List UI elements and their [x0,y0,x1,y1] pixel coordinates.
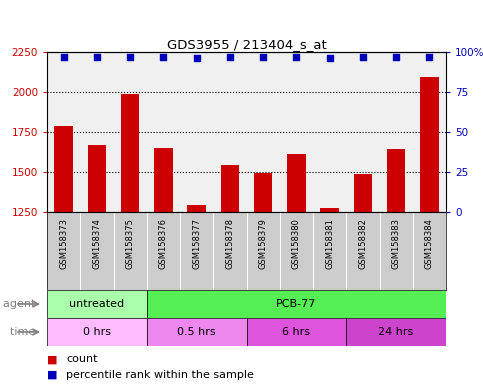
Bar [187,205,206,212]
Point [359,54,367,60]
Text: GSM158375: GSM158375 [126,218,135,269]
Bar [221,165,239,212]
Text: GSM158377: GSM158377 [192,218,201,269]
Text: GSM158380: GSM158380 [292,218,301,269]
Text: ■: ■ [47,369,57,379]
Bar [346,318,446,346]
Text: GSM158373: GSM158373 [59,218,68,269]
Bar [154,148,172,212]
Text: 6 hrs: 6 hrs [283,327,311,337]
Text: count: count [66,354,98,364]
Point [259,54,267,60]
Point [60,54,68,60]
Text: GSM158374: GSM158374 [92,218,101,269]
Text: 24 hrs: 24 hrs [379,327,414,337]
Text: 0.5 hrs: 0.5 hrs [177,327,216,337]
Bar [420,77,439,212]
Point [159,54,167,60]
Text: GSM158381: GSM158381 [325,218,334,269]
Text: untreated: untreated [70,299,125,309]
Bar [88,145,106,212]
Text: GSM158376: GSM158376 [159,218,168,269]
Point [193,55,200,61]
Text: GSM158384: GSM158384 [425,218,434,269]
Title: GDS3955 / 213404_s_at: GDS3955 / 213404_s_at [167,38,327,51]
Bar [354,174,372,212]
Point [226,54,234,60]
Text: GSM158383: GSM158383 [392,218,400,269]
Point [426,54,433,60]
Bar [387,149,405,212]
Bar [55,126,73,212]
Point [392,54,400,60]
Text: percentile rank within the sample: percentile rank within the sample [66,369,254,379]
Bar [287,154,306,212]
Text: time: time [10,327,39,337]
Bar [147,318,246,346]
Text: 0 hrs: 0 hrs [83,327,111,337]
Bar [147,290,446,318]
Bar [47,290,147,318]
Text: GSM158382: GSM158382 [358,218,368,269]
Bar [321,208,339,212]
Point [326,55,333,61]
Bar [246,318,346,346]
Point [293,54,300,60]
Text: PCB-77: PCB-77 [276,299,316,309]
Bar [121,94,139,212]
Bar [47,318,147,346]
Text: agent: agent [3,299,39,309]
Text: GSM158378: GSM158378 [226,218,234,269]
Text: ■: ■ [47,354,57,364]
Text: GSM158379: GSM158379 [258,218,268,269]
Bar [254,173,272,212]
Point [93,54,101,60]
Point [126,54,134,60]
